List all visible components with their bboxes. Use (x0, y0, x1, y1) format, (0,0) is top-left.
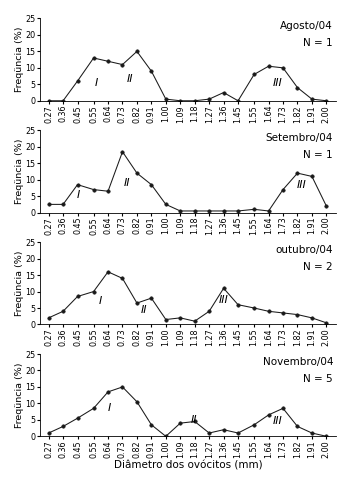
Text: Novembro/04: Novembro/04 (263, 357, 333, 366)
Text: I: I (107, 403, 111, 413)
Text: N = 5: N = 5 (303, 374, 333, 384)
Text: II: II (141, 305, 147, 314)
Text: N = 2: N = 2 (303, 262, 333, 272)
Text: III: III (297, 180, 306, 190)
Text: I: I (94, 78, 98, 87)
Text: outubro/04: outubro/04 (276, 244, 333, 255)
Text: Agosto/04: Agosto/04 (280, 21, 333, 31)
Y-axis label: Freqüncia (%): Freqüncia (%) (15, 139, 24, 204)
Y-axis label: Freqüncia (%): Freqüncia (%) (15, 363, 24, 428)
Text: I: I (99, 296, 102, 307)
Text: III: III (219, 295, 229, 305)
Text: III: III (272, 417, 282, 427)
Text: N = 1: N = 1 (303, 150, 333, 160)
Text: Setembro/04: Setembro/04 (266, 133, 333, 143)
Y-axis label: Freqüncia (%): Freqüncia (%) (15, 251, 24, 316)
Text: N = 1: N = 1 (303, 38, 333, 48)
Text: I: I (77, 190, 80, 200)
Text: III: III (272, 78, 282, 87)
Text: II: II (191, 415, 197, 425)
Text: II: II (123, 178, 130, 188)
Y-axis label: Freqüncia (%): Freqüncia (%) (15, 27, 24, 92)
Text: II: II (126, 74, 133, 85)
X-axis label: Diâmetro dos ovócitos (mm): Diâmetro dos ovócitos (mm) (114, 461, 262, 471)
